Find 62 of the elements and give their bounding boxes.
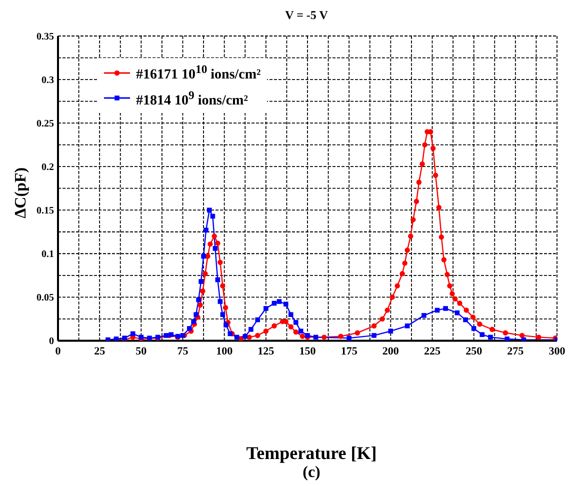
x-tick-label: 150 — [299, 345, 316, 358]
chart-title: V = -5 V — [284, 8, 329, 24]
point — [147, 336, 152, 340]
point — [191, 319, 196, 324]
point — [196, 297, 201, 302]
point — [212, 246, 218, 251]
point — [288, 312, 294, 317]
legend-label: #16171 10$^{10}$ ions/cm² — [136, 62, 261, 85]
point — [388, 328, 394, 334]
point — [463, 317, 468, 322]
x-tick-label: 100 — [216, 345, 234, 358]
point — [504, 336, 510, 341]
point — [264, 306, 268, 311]
y-axis-title: ΔC(pF) — [12, 167, 30, 218]
point — [204, 228, 208, 233]
point — [293, 320, 298, 325]
x-tick-label: 50 — [136, 345, 148, 358]
x-tick-label: 25 — [94, 345, 106, 358]
point — [198, 279, 204, 284]
point — [220, 312, 226, 317]
point — [346, 336, 352, 340]
point — [255, 317, 260, 322]
y-tick-label: 0.15 — [36, 206, 54, 217]
point — [443, 306, 448, 311]
point — [194, 312, 198, 317]
point — [114, 336, 119, 341]
point — [201, 254, 206, 259]
point — [422, 313, 426, 318]
point — [248, 326, 254, 332]
point — [404, 323, 410, 328]
legend-label: #1814 10$^{9}$ ions/cm² — [136, 88, 248, 110]
y-tick-label: 0.2 — [42, 162, 54, 174]
x-tick-label: 75 — [177, 345, 189, 358]
x-tick-label: 225 — [424, 345, 441, 358]
x-tick-label: 125 — [258, 345, 275, 358]
x-tick-label: 200 — [382, 345, 400, 358]
point — [480, 332, 485, 337]
y-tick-label: 0.05 — [36, 292, 54, 304]
point — [242, 334, 248, 339]
y-tick-label: 0.35 — [36, 32, 54, 43]
x-tick-label: 275 — [507, 345, 524, 358]
point — [130, 331, 136, 336]
x-tick-label: 300 — [548, 345, 566, 358]
x-tick-label: 175 — [340, 345, 358, 358]
point — [187, 326, 192, 331]
text: (c) — [302, 464, 322, 482]
point — [164, 333, 169, 338]
point — [372, 333, 376, 338]
point — [224, 322, 228, 328]
y-tick-label: 0.3 — [42, 75, 54, 86]
y-tick-label: 0 — [49, 336, 54, 348]
x-axis-title: Temperature [K] — [245, 443, 378, 464]
x-tick-label: 250 — [466, 345, 483, 358]
point — [471, 326, 476, 331]
point — [206, 208, 212, 213]
point — [218, 299, 223, 304]
y-tick-label: 0.1 — [42, 249, 54, 260]
point — [488, 334, 493, 340]
point — [298, 328, 304, 334]
y-tick-label: 0.25 — [36, 118, 54, 130]
point — [276, 299, 282, 304]
point — [283, 302, 288, 307]
